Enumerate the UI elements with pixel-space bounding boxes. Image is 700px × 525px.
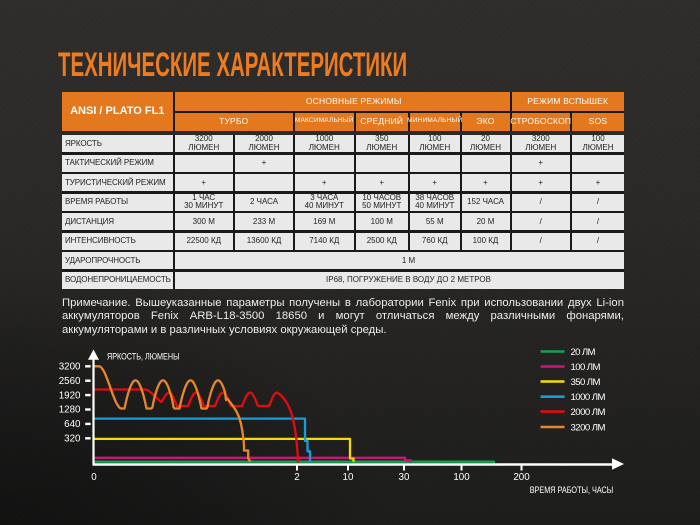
svg-text:350 ЛМ: 350 ЛМ: [571, 377, 601, 388]
svg-text:3200: 3200: [59, 362, 81, 373]
svg-text:1920: 1920: [59, 390, 81, 401]
svg-text:100: 100: [453, 472, 470, 483]
svg-text:ВРЕМЯ РАБОТЫ, ЧАСЫ: ВРЕМЯ РАБОТЫ, ЧАСЫ: [530, 484, 614, 495]
svg-text:20 ЛМ: 20 ЛМ: [571, 347, 596, 358]
svg-text:0: 0: [91, 472, 97, 483]
svg-text:1000 ЛМ: 1000 ЛМ: [571, 392, 606, 403]
svg-text:10: 10: [343, 472, 354, 483]
svg-text:3200 ЛМ: 3200 ЛМ: [571, 422, 606, 433]
svg-text:2: 2: [294, 472, 299, 483]
svg-text:640: 640: [64, 419, 81, 430]
svg-text:1280: 1280: [59, 405, 81, 416]
svg-text:2000 ЛМ: 2000 ЛМ: [571, 407, 606, 418]
svg-text:100 ЛМ: 100 ЛМ: [571, 362, 601, 373]
svg-text:30: 30: [399, 472, 410, 483]
svg-text:ЯРКОСТЬ, ЛЮМЕНЫ: ЯРКОСТЬ, ЛЮМЕНЫ: [107, 351, 180, 361]
svg-text:320: 320: [64, 434, 81, 445]
svg-text:200: 200: [513, 472, 530, 483]
svg-text:2560: 2560: [59, 376, 81, 387]
